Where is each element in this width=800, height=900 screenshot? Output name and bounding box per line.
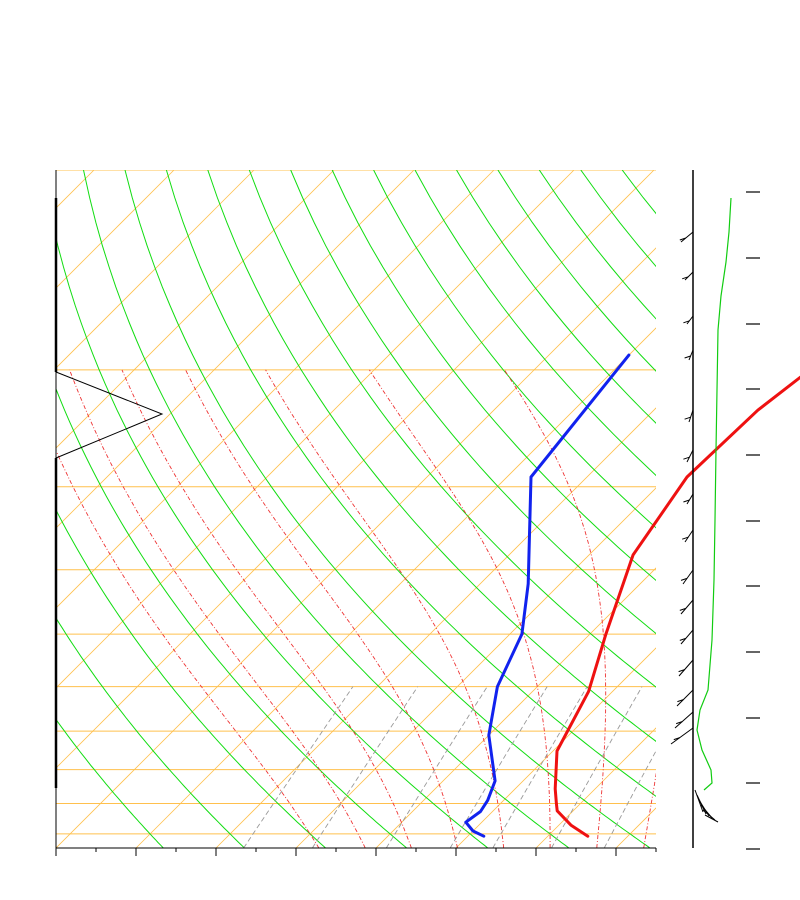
isotherm-line [56, 170, 415, 529]
wind-barb-flag [679, 637, 686, 641]
dry-adiabat-line [373, 170, 656, 529]
mixing-ratio-line [312, 686, 419, 848]
wind-barb [678, 659, 694, 677]
moist-adiabat-line [185, 369, 458, 848]
wind-barb [680, 629, 694, 645]
wind-barb [686, 449, 694, 463]
dry-adiabat-line [621, 170, 656, 215]
isotherm-line [215, 407, 656, 848]
dry-adiabat-line [56, 235, 489, 848]
wind-barb-flag [682, 536, 689, 540]
dry-adiabat-line [248, 170, 656, 688]
dry-adiabat-line [165, 170, 656, 797]
wind-barb [676, 689, 694, 707]
isotherm-line [696, 170, 800, 848]
wind-barb [682, 569, 694, 585]
wind-barb [688, 409, 694, 423]
wind-barb [684, 529, 694, 543]
wind-barb-flag [677, 699, 684, 703]
wind-barb-flag [683, 456, 690, 460]
isotherm-line [615, 807, 656, 848]
dewpoint-line [464, 353, 631, 838]
moist-adiabat-line [69, 369, 366, 848]
wind-barb-low [702, 809, 716, 821]
mixing-ratio-line [492, 686, 588, 848]
wind-barb [680, 231, 694, 243]
isotherm-line [56, 170, 575, 689]
mixing-ratio-line [603, 750, 656, 848]
wind-barb-flag [683, 499, 690, 503]
moist-adiabat-line [504, 369, 607, 848]
dry-adiabat-line [56, 508, 326, 848]
dry-adiabat-line [56, 718, 164, 848]
isotherm-line [56, 247, 656, 848]
wind-barb-flag [684, 355, 691, 359]
mixing-ratio-line [243, 686, 354, 848]
moist-adiabat-line [369, 369, 551, 848]
wind-barb [688, 349, 694, 361]
dry-adiabat-line [56, 617, 245, 848]
dry-adiabat-line [290, 170, 656, 635]
dry-adiabat-line [580, 170, 656, 268]
wind-barb [674, 711, 694, 729]
wind-barb-flag [679, 607, 686, 611]
isotherm-line [56, 170, 95, 209]
isotherm-line [135, 327, 656, 848]
wind-barb [686, 493, 694, 505]
wind-barb-flag [684, 416, 691, 420]
wind-barb-flag [678, 669, 685, 673]
wind-barb-flag [682, 276, 689, 280]
mixing-ratio-line [385, 686, 488, 848]
dry-adiabat-line [124, 170, 651, 848]
dry-adiabat-line [414, 170, 656, 477]
wind-barb [670, 727, 694, 745]
wind-barb-low [694, 789, 704, 813]
isotherm-line [56, 170, 655, 769]
wind-barb [680, 599, 694, 615]
wind-barb-flag [673, 737, 680, 741]
dry-adiabat-line [331, 170, 656, 582]
isotherm-line [375, 567, 656, 848]
moist-adiabat-line [121, 369, 412, 848]
dry-adiabat-line [705, 170, 800, 848]
moist-adiabat-line [56, 449, 320, 848]
wind-barb-flag [680, 577, 688, 581]
dry-adiabat-line [497, 170, 656, 372]
moist-adiabat-line [265, 369, 505, 848]
dry-adiabat-line [56, 387, 408, 848]
profile-marker [55, 371, 164, 459]
isotherm-line [455, 647, 656, 848]
dry-adiabat-line [538, 170, 656, 320]
wind-barb [686, 315, 694, 325]
wind-barb-flag [683, 320, 690, 324]
isotherm-line [535, 727, 656, 848]
isotherm-line [56, 170, 175, 289]
dry-adiabat-line [207, 170, 656, 742]
moist-adiabat-line [643, 772, 656, 848]
dry-adiabat-line [664, 170, 800, 848]
wind-barb [684, 271, 694, 281]
wind-barb-flag [676, 721, 683, 725]
mixing-ratio-line [551, 686, 643, 848]
isotherm-line [56, 170, 335, 449]
dry-adiabat-line [83, 170, 570, 848]
right-profile-line [696, 197, 732, 791]
temperature-line [553, 375, 800, 838]
isotherm-line [56, 170, 495, 609]
isotherm-line [56, 170, 255, 369]
wind-barb-flag [679, 237, 686, 241]
dry-adiabat-line [456, 170, 656, 424]
mixing-ratio-line [449, 686, 548, 848]
plot-area [56, 170, 800, 848]
wind-barb-low [704, 814, 719, 823]
